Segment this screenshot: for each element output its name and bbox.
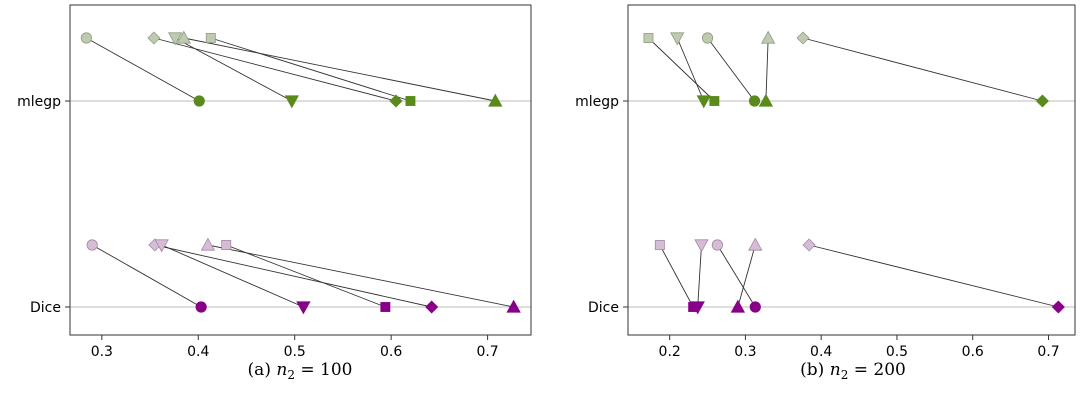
connector-line-mlegp-tri-up	[183, 37, 496, 102]
panel-b-xtick-label: 0.4	[810, 344, 832, 360]
point-mlegp-diamond-dark	[389, 94, 403, 108]
panel-b-xtick-label: 0.7	[1037, 344, 1059, 360]
connector-line-mlegp-tri-up	[765, 37, 769, 102]
panel-b-category-label-mlegp: mlegp	[575, 94, 619, 110]
panel-b-category-label-dice: Dice	[588, 300, 619, 316]
point-mlegp-circle-light	[701, 32, 714, 44]
point-mlegp-diamond-light	[796, 31, 810, 45]
connector-line-mlegp-diamond	[802, 37, 1043, 102]
connector-line-dice-tri-up	[737, 244, 756, 308]
panel-b-xtick-label: 0.5	[886, 344, 908, 360]
panel-b-n2-200: (b) n2 = 200 mlegp Dice 0.2 0.3 0.4 0.5 0.6 0.7	[575, 4, 1076, 382]
connector-line-dice-tri-down	[161, 244, 304, 308]
point-dice-diamond-dark	[425, 300, 439, 314]
panel-a-caption: (a) n2 = 100	[248, 360, 353, 382]
point-mlegp-tri-down-dark	[284, 95, 299, 109]
panel-b-xtick-label: 0.3	[734, 344, 756, 360]
point-mlegp-square-light	[643, 33, 654, 43]
connector-line-dice-square	[659, 244, 694, 308]
point-dice-tri-down-light	[694, 239, 709, 253]
panel-a-xtick-label: 0.5	[284, 344, 306, 360]
point-mlegp-circle-dark	[748, 95, 761, 107]
point-dice-tri-up-light	[200, 237, 216, 251]
point-mlegp-square-light	[205, 33, 216, 43]
panel-a-category-label-dice: Dice	[30, 300, 61, 316]
panel-b-markers	[643, 30, 1065, 315]
point-mlegp-diamond-light	[147, 31, 161, 45]
connector-line-dice-circle	[717, 244, 756, 308]
connector-line-dice-tri-up	[207, 244, 514, 308]
panel-b-frame	[627, 4, 1076, 336]
point-dice-tri-down-dark	[690, 301, 705, 315]
connector-line-mlegp-circle	[707, 37, 755, 102]
panel-a-xtick-label: 0.3	[91, 344, 113, 360]
point-mlegp-circle-dark	[193, 95, 205, 107]
point-dice-tri-up-dark	[730, 299, 746, 313]
point-dice-tri-down-light	[154, 239, 169, 253]
point-dice-diamond-dark	[1051, 300, 1065, 314]
point-dice-square-light	[221, 240, 232, 250]
panel-a-frame	[69, 4, 532, 336]
point-dice-square-dark	[380, 302, 391, 312]
point-dice-circle-light	[711, 239, 724, 251]
connector-line-mlegp-square	[648, 37, 715, 102]
point-mlegp-square-dark	[709, 96, 720, 106]
connector-line-mlegp-square	[210, 37, 411, 102]
point-mlegp-tri-down-light	[670, 32, 685, 46]
point-mlegp-tri-down-dark	[696, 95, 711, 109]
panel-b-caption: (b) n2 = 200	[800, 360, 906, 382]
connector-line-dice-circle	[91, 244, 202, 308]
connector-line-mlegp-tri-down	[676, 37, 705, 102]
point-mlegp-tri-down-light	[167, 32, 183, 46]
panel-a-xtick-label: 0.7	[476, 344, 498, 360]
point-dice-tri-down-dark	[296, 301, 311, 315]
panel-a-n2-100: (a) n2 = 100 mlegp Dice 0.3 0.4 0.5 0.6 0.7	[17, 4, 532, 382]
point-mlegp-tri-up-light	[760, 30, 776, 44]
connector-line-mlegp-tri-down	[174, 37, 293, 102]
point-dice-circle-dark	[195, 301, 207, 313]
point-dice-tri-up-light	[748, 237, 763, 251]
point-dice-square-light	[654, 240, 665, 250]
point-mlegp-diamond-dark	[1035, 94, 1049, 108]
connector-line-dice-diamond	[808, 244, 1059, 308]
point-mlegp-tri-up-dark	[758, 93, 774, 107]
point-dice-circle-light	[86, 239, 98, 251]
panel-b-xtick-label: 0.2	[659, 344, 681, 360]
point-mlegp-tri-up-dark	[488, 93, 503, 107]
connector-line-dice-tri-down	[697, 244, 702, 308]
point-dice-tri-up-dark	[506, 299, 521, 313]
panel-a-markers	[80, 30, 521, 315]
connector-line-dice-diamond	[154, 244, 432, 308]
panel-b-connectors	[648, 37, 1059, 308]
point-dice-diamond-light	[802, 238, 816, 252]
panel-a-connectors	[86, 37, 514, 308]
point-mlegp-tri-up-light	[176, 30, 191, 44]
panel-b-xtick-label: 0.6	[962, 344, 984, 360]
panel-a-category-label-mlegp: mlegp	[17, 94, 61, 110]
point-mlegp-circle-light	[80, 32, 92, 44]
point-mlegp-square-dark	[405, 96, 416, 106]
connector-line-dice-square	[226, 244, 386, 308]
panel-a-xtick-label: 0.4	[187, 344, 209, 360]
connector-line-mlegp-circle	[86, 37, 200, 102]
panel-a-xtick-label: 0.6	[380, 344, 402, 360]
point-dice-circle-dark	[749, 301, 761, 313]
